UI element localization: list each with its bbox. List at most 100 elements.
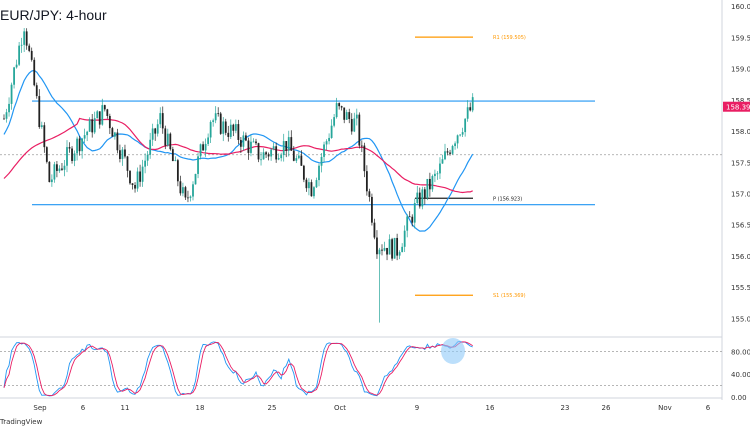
candle-body[interactable] [313, 187, 315, 197]
candle-body[interactable] [302, 165, 305, 180]
candle-body[interactable] [161, 113, 164, 129]
candle-body[interactable] [8, 103, 10, 113]
candle-body[interactable] [436, 173, 439, 175]
candle-body[interactable] [149, 139, 152, 155]
candle-body[interactable] [378, 249, 381, 255]
candle-body[interactable] [119, 150, 121, 159]
candle-body[interactable] [176, 160, 179, 182]
candle-body[interactable] [66, 147, 68, 166]
candle-body[interactable] [139, 171, 141, 182]
candle-body[interactable] [207, 137, 210, 144]
candle-body[interactable] [449, 152, 451, 154]
candle-body[interactable] [76, 138, 78, 154]
candle-body[interactable] [300, 155, 303, 166]
candle-body[interactable] [237, 124, 240, 140]
candle-body[interactable] [217, 113, 220, 115]
current-price-tag[interactable] [723, 101, 750, 112]
candle-body[interactable] [368, 191, 371, 197]
candle-body[interactable] [204, 143, 207, 151]
candle-body[interactable] [250, 141, 252, 153]
candle-body[interactable] [214, 113, 217, 121]
candle-body[interactable] [222, 121, 225, 134]
candle-body[interactable] [350, 119, 353, 132]
candle-body[interactable] [35, 85, 38, 97]
candle-body[interactable] [98, 111, 101, 125]
candle-body[interactable] [423, 189, 426, 198]
candle-body[interactable] [126, 156, 129, 171]
candle-body[interactable] [403, 230, 406, 247]
candle-body[interactable] [340, 106, 343, 108]
candle-body[interactable] [219, 113, 222, 134]
candle-body[interactable] [182, 187, 184, 194]
candle-body[interactable] [146, 154, 149, 161]
candle-body[interactable] [325, 141, 328, 145]
candle-body[interactable] [71, 148, 73, 161]
candle-body[interactable] [454, 143, 456, 147]
candle-body[interactable] [136, 171, 139, 189]
candle-body[interactable] [265, 152, 267, 155]
candle-body[interactable] [290, 137, 293, 151]
candle-body[interactable] [285, 141, 288, 151]
candle-body[interactable] [255, 141, 257, 144]
candle-body[interactable] [174, 160, 177, 162]
candle-body[interactable] [5, 112, 8, 119]
candle-body[interactable] [308, 182, 310, 189]
candle-body[interactable] [408, 216, 411, 218]
candle-body[interactable] [111, 128, 114, 137]
candle-body[interactable] [471, 97, 474, 111]
candle-body[interactable] [40, 125, 43, 128]
main-pane[interactable] [0, 0, 722, 337]
candle-body[interactable] [277, 158, 280, 160]
candle-body[interactable] [166, 133, 169, 146]
stoch-d-line[interactable] [3, 341, 473, 397]
candle-body[interactable] [287, 137, 290, 151]
candle-body[interactable] [333, 117, 336, 126]
candle-body[interactable] [262, 152, 265, 160]
candle-body[interactable] [345, 112, 348, 120]
candle-body[interactable] [106, 109, 109, 116]
candle-body[interactable] [234, 124, 237, 131]
candle-body[interactable] [159, 113, 162, 125]
candle-body[interactable] [267, 154, 270, 157]
candle-body[interactable] [386, 247, 388, 255]
ma-red-line[interactable] [3, 117, 473, 194]
candle-body[interactable] [348, 112, 351, 120]
candle-body[interactable] [232, 124, 235, 131]
candle-body[interactable] [360, 145, 363, 147]
candle-body[interactable] [164, 128, 167, 146]
candle-body[interactable] [212, 120, 215, 122]
candle-body[interactable] [441, 159, 444, 164]
candle-body[interactable] [124, 149, 126, 157]
candle-body[interactable] [23, 31, 26, 45]
candle-body[interactable] [365, 171, 368, 192]
candle-body[interactable] [108, 115, 111, 129]
candle-body[interactable] [335, 103, 338, 118]
candle-body[interactable] [30, 50, 33, 60]
candle-body[interactable] [451, 146, 454, 154]
candle-body[interactable] [121, 149, 124, 159]
candle-body[interactable] [416, 192, 419, 204]
candle-body[interactable] [338, 103, 341, 107]
candle-body[interactable] [197, 156, 199, 174]
candle-body[interactable] [270, 149, 273, 157]
candle-body[interactable] [381, 249, 383, 251]
candle-body[interactable] [363, 145, 366, 172]
candle-body[interactable] [189, 196, 192, 198]
candle-body[interactable] [421, 189, 424, 207]
candle-body[interactable] [456, 135, 459, 144]
candle-body[interactable] [282, 141, 285, 156]
candle-body[interactable] [199, 144, 202, 157]
candle-body[interactable] [245, 135, 247, 141]
candle-body[interactable] [20, 44, 23, 46]
candle-body[interactable] [209, 121, 212, 138]
candle-body[interactable] [187, 197, 189, 199]
candle-body[interactable] [260, 159, 262, 161]
candle-body[interactable] [383, 247, 386, 251]
candle-body[interactable] [53, 164, 56, 180]
candle-body[interactable] [25, 31, 28, 46]
candle-body[interactable] [275, 146, 278, 160]
candle-body[interactable] [426, 178, 429, 198]
candle-body[interactable] [227, 132, 230, 137]
candle-body[interactable] [88, 119, 91, 132]
